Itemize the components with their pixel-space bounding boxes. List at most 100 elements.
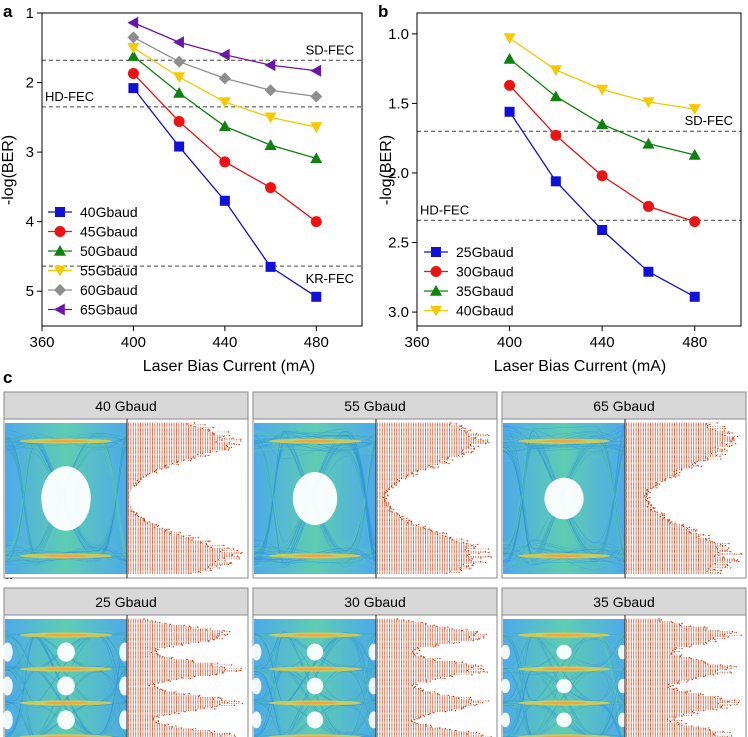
histogram-dot: [656, 482, 658, 484]
histogram-dot: [421, 690, 423, 692]
histogram-dot: [413, 686, 416, 689]
histogram-dot: [671, 621, 674, 624]
histogram-dot: [723, 448, 726, 450]
histogram-dot: [411, 720, 413, 723]
histogram-dot: [400, 477, 403, 479]
y-tick-label: 2: [26, 75, 34, 92]
histogram-dot: [449, 424, 451, 426]
chart-a-frame: [41, 12, 363, 327]
histogram-dot: [154, 649, 156, 652]
histogram-dot: [697, 464, 699, 466]
eye-trace: [4, 637, 128, 737]
histogram-dot: [223, 557, 225, 559]
histogram-dot: [723, 557, 725, 559]
histogram-dot: [241, 702, 244, 705]
histogram-dot: [724, 544, 727, 547]
histogram-dot: [693, 528, 695, 530]
histogram-dot: [475, 731, 478, 734]
histogram-dot: [190, 572, 192, 574]
y-tick-label: 5: [26, 283, 34, 300]
chart-a-x-axis-label: Laser Bias Current (mA): [143, 358, 316, 375]
data-point: [128, 83, 139, 94]
histogram-dot: [723, 430, 725, 432]
histogram-dot: [416, 470, 419, 473]
legend-label: 40Gbaud: [456, 303, 514, 319]
data-point: [642, 137, 655, 149]
histogram-dot: [451, 709, 453, 711]
eye-level-highlights: [268, 438, 362, 559]
histogram-dot: [414, 721, 416, 724]
histogram-dot: [726, 563, 728, 565]
histogram-dot: [688, 657, 691, 659]
histogram-dot: [213, 730, 216, 733]
histogram-dot: [715, 452, 717, 454]
panel-label-a: a: [3, 2, 13, 21]
histogram-dot: [730, 667, 732, 670]
histogram-dot: [703, 675, 705, 678]
histogram-dot: [443, 461, 446, 463]
histogram-dot: [169, 680, 172, 682]
eye-trace: [253, 550, 377, 556]
histogram-dot: [411, 472, 414, 475]
histogram-dot: [721, 545, 724, 547]
histogram-dot: [703, 710, 705, 712]
data-point: [642, 200, 654, 212]
histogram-dot: [646, 494, 648, 496]
chart-a-ticks: 360 400 440 480 1 2 3 4 5: [26, 5, 329, 351]
histogram-dot: [469, 568, 471, 570]
histogram-dot: [461, 452, 464, 455]
eye-opening: [500, 678, 511, 694]
histogram-dot: [448, 462, 450, 465]
data-point: [310, 216, 322, 228]
histogram-dot: [643, 495, 646, 497]
histogram-dot: [168, 528, 170, 530]
histogram-dot: [210, 546, 213, 548]
histogram-dot: [218, 567, 220, 569]
histogram-dot: [213, 639, 215, 641]
histogram-dot: [164, 465, 167, 467]
eye-opening: [306, 711, 324, 729]
histogram-dot: [712, 637, 715, 639]
histogram-dot: [437, 644, 440, 646]
histogram-dot: [480, 667, 482, 670]
histogram-dot: [726, 450, 728, 452]
histogram-dot: [674, 473, 676, 475]
histogram-dot: [467, 446, 470, 448]
chart-b-legend: 25Gbaud 30Gbaud 35Gbaud 40Gbaud: [424, 244, 514, 319]
histogram-dot: [488, 442, 490, 444]
histogram-dot: [471, 564, 474, 566]
eye-opening: [306, 643, 324, 661]
reference-line-label: SD-FEC: [685, 113, 733, 128]
eye-histogram: [377, 422, 493, 574]
eye-trace: [253, 435, 377, 443]
eye-trace: [4, 437, 128, 562]
data-point: [264, 112, 277, 124]
histogram-dot: [140, 479, 142, 481]
eye-trace: [502, 431, 626, 565]
eye-panel-title-bar: [501, 391, 747, 420]
histogram-dot: [675, 472, 678, 475]
histogram-dot: [220, 697, 222, 699]
histogram-dot: [194, 425, 196, 428]
histogram-dot: [164, 690, 166, 692]
legend-marker: [54, 226, 66, 237]
histogram-dot: [153, 685, 156, 688]
histogram-dot: [476, 631, 478, 634]
histogram-dot: [179, 532, 181, 534]
histogram-dot: [711, 428, 714, 430]
histogram-dot: [447, 694, 449, 697]
histogram-dot: [451, 459, 454, 461]
histogram-dot: [438, 460, 440, 462]
eye-histogram: [377, 618, 493, 737]
histogram-dot: [445, 461, 448, 464]
histogram-dot: [444, 677, 446, 680]
data-point: [310, 64, 322, 77]
histogram-dot: [688, 531, 691, 533]
histogram-dot: [646, 489, 648, 492]
histogram-dot: [197, 641, 200, 644]
histogram-dot: [646, 497, 649, 500]
histogram-dot: [708, 534, 710, 537]
histogram-dot: [468, 553, 471, 556]
histogram-dot: [724, 566, 727, 568]
histogram-dot: [697, 726, 699, 728]
